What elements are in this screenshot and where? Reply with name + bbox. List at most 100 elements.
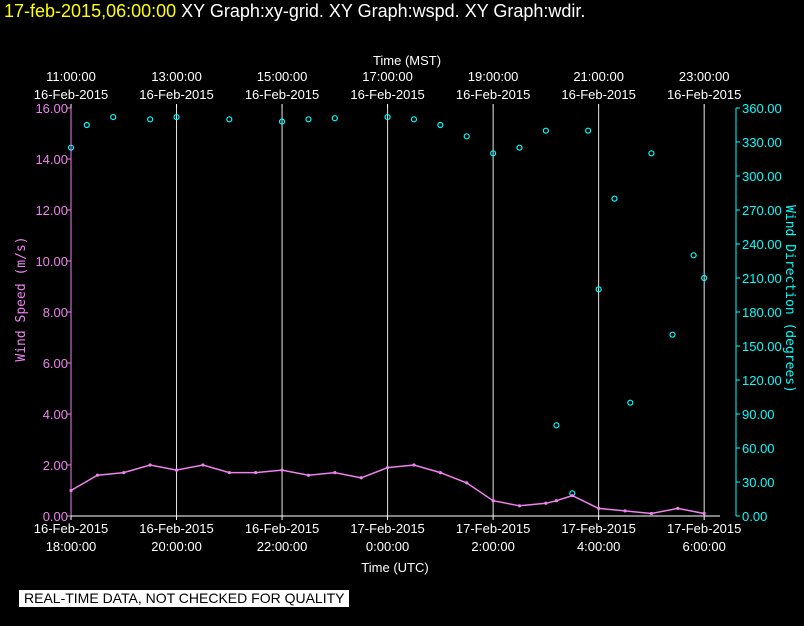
wind-direction-point <box>437 121 444 129</box>
right-axis-tick-label: 300.00 <box>742 169 782 184</box>
wind-speed-point <box>438 471 442 475</box>
top-tick-time: 11:00:00 <box>46 69 96 84</box>
plot-area <box>71 108 720 516</box>
top-axis-title: Time (MST) <box>373 53 441 68</box>
bottom-tick-time: 2:00:00 <box>471 539 514 554</box>
wind-speed-point <box>174 468 179 472</box>
left-axis-tick-label: 8.00 <box>43 305 68 320</box>
right-axis-tick-label: 330.00 <box>742 135 782 150</box>
wind-direction-point <box>584 127 592 134</box>
wind-speed-point <box>333 471 337 475</box>
right-axis-tick-label: 150.00 <box>742 339 782 354</box>
wind-speed-point <box>254 471 258 475</box>
wind-speed-point <box>359 476 363 480</box>
wind-speed-point <box>597 506 601 510</box>
wind-speed-point <box>95 473 99 477</box>
wind-speed-point <box>570 494 574 498</box>
grid-lines <box>70 108 705 516</box>
wind-speed-point <box>491 499 495 503</box>
wind-speed-point <box>623 509 627 513</box>
bottom-tick-date: 16-Feb-2015 <box>139 521 213 536</box>
right-axis-tick-label: 0.00 <box>742 509 767 524</box>
wind-direction-point <box>147 116 154 123</box>
wind-speed-line <box>70 464 705 515</box>
top-tick-date: 16-Feb-2015 <box>34 87 108 102</box>
wind-direction-point <box>173 113 180 121</box>
wind-direction-point <box>516 144 523 151</box>
right-axis-tick-label: 360.00 <box>742 101 782 116</box>
top-tick-date: 16-Feb-2015 <box>139 87 213 102</box>
left-axis-title: Wind Speed (m/s) <box>14 236 29 361</box>
right-axis-tick-label: 270.00 <box>742 203 782 218</box>
bottom-tick-time: 4:00:00 <box>577 539 620 554</box>
right-axis-tick-label: 30.00 <box>742 475 775 490</box>
right-axis-tick-label: 120.00 <box>742 373 782 388</box>
left-axis-tick-label: 0.00 <box>43 509 68 524</box>
bottom-tick-date: 16-Feb-2015 <box>34 521 108 536</box>
wind-direction-point <box>690 252 697 259</box>
wind-speed-point <box>517 504 522 508</box>
right-axis-tick-label: 180.00 <box>742 305 782 320</box>
wind-direction-point <box>410 116 418 123</box>
wind-direction-point <box>463 133 470 140</box>
wind-speed-point <box>306 473 311 477</box>
top-tick-time: 19:00:00 <box>468 69 519 84</box>
plot-background <box>71 108 720 516</box>
left-axis-tick-label: 14.00 <box>35 152 68 167</box>
wind-direction-point <box>331 115 338 122</box>
wind-speed-point <box>148 463 152 467</box>
wind-speed-point <box>122 471 126 475</box>
top-tick-time: 15:00:00 <box>257 69 308 84</box>
wind-direction-point <box>553 422 560 429</box>
wind-speed-point <box>227 471 231 475</box>
chart-header: 17-feb-2015,06:00:00 XY Graph:xy-grid. X… <box>4 1 585 22</box>
left-axis-tick-label: 16.00 <box>35 101 68 116</box>
wind-direction-point <box>701 274 708 282</box>
right-axis-title: Wind Direction (degrees) <box>782 205 797 393</box>
bottom-tick-time: 18:00:00 <box>46 539 97 554</box>
bottom-tick-time: 6:00:00 <box>682 539 725 554</box>
top-tick-time: 21:00:00 <box>573 69 624 84</box>
top-tick-time: 17:00:00 <box>362 69 413 84</box>
bottom-tick-date: 16-Feb-2015 <box>245 521 319 536</box>
wind-direction-point <box>305 116 312 123</box>
wind-direction-point <box>648 150 655 157</box>
wind-speed-point <box>412 463 416 467</box>
wind-speed-point <box>201 463 205 467</box>
axes <box>67 104 740 520</box>
wind-direction-point <box>278 118 286 125</box>
top-tick-time: 13:00:00 <box>151 69 202 84</box>
axis-labels: Time (MST) Time (UTC) Wind Speed (m/s) W… <box>14 53 797 575</box>
left-axis-tick-label: 10.00 <box>35 254 68 269</box>
top-tick-time: 23:00:00 <box>679 69 730 84</box>
wind-speed-point <box>554 499 559 503</box>
wind-speed-point <box>465 481 469 485</box>
top-tick-date: 16-Feb-2015 <box>350 87 424 102</box>
header-graph-wspd: XY Graph:wspd. <box>328 1 460 21</box>
top-tick-date: 16-Feb-2015 <box>456 87 530 102</box>
right-axis-tick-label: 90.00 <box>742 407 775 422</box>
left-axis-tick-label: 4.00 <box>43 407 68 422</box>
bottom-axis-title: Time (UTC) <box>361 560 428 575</box>
wind-direction-point <box>83 121 90 129</box>
bottom-tick-date: 17-Feb-2015 <box>561 521 635 536</box>
left-axis-tick-label: 6.00 <box>43 356 68 371</box>
quality-disclaimer: REAL-TIME DATA, NOT CHECKED FOR QUALITY <box>19 590 350 607</box>
wind-direction-point <box>384 113 391 121</box>
bottom-tick-date: 17-Feb-2015 <box>456 521 530 536</box>
speed-series <box>69 463 706 516</box>
wind-direction-point <box>595 286 602 293</box>
left-axis-tick-label: 12.00 <box>35 203 68 218</box>
left-axis-tick-label: 2.00 <box>43 458 68 473</box>
top-tick-date: 16-Feb-2015 <box>667 87 741 102</box>
wind-direction-point <box>669 331 676 338</box>
wind-speed-point <box>544 501 548 505</box>
wind-direction-point <box>110 113 117 121</box>
bottom-tick-time: 22:00:00 <box>257 539 308 554</box>
wind-direction-point <box>226 116 233 123</box>
wind-direction-point <box>611 195 618 202</box>
wind-speed-point <box>676 506 680 510</box>
direction-series <box>67 113 708 497</box>
wind-speed-point <box>385 465 390 470</box>
